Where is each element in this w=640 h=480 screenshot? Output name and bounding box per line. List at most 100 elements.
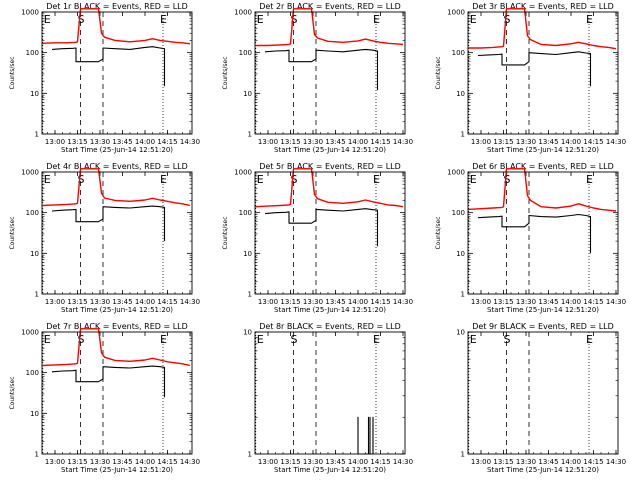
marker-label: S <box>504 13 511 26</box>
marker-label: S <box>291 13 298 26</box>
x-tick-label: 13:15 <box>280 458 300 466</box>
x-tick-label: 13:45 <box>538 298 558 306</box>
x-tick-label: 13:00 <box>471 138 491 146</box>
y-tick-label: 1 <box>248 131 252 139</box>
marker-label: E <box>373 333 380 346</box>
chart-title: Det 5r BLACK = Events, RED = LLD <box>259 162 401 171</box>
marker-label: E <box>586 333 593 346</box>
marker-label: S <box>504 173 511 186</box>
y-tick-label: 1000 <box>234 9 252 17</box>
marker-label: E <box>586 13 593 26</box>
y-tick-label: 1000 <box>21 9 39 17</box>
marker-label: E <box>257 333 264 346</box>
plot-frame <box>41 171 193 295</box>
x-tick-label: 14:15 <box>583 298 603 306</box>
x-tick-label: 14:30 <box>606 298 626 306</box>
y-tick-label: 1 <box>248 291 252 299</box>
marker-label: S <box>78 333 85 346</box>
x-tick-label: 14:30 <box>180 298 200 306</box>
x-tick-label: 14:15 <box>370 458 390 466</box>
events-series-line <box>357 416 374 455</box>
x-tick-label: 13:00 <box>258 138 278 146</box>
plot-frame <box>41 11 193 135</box>
marker-label: S <box>291 173 298 186</box>
x-tick-label: 13:45 <box>538 138 558 146</box>
marker-label: S <box>78 13 85 26</box>
x-tick-label: 14:30 <box>606 138 626 146</box>
chart-title: Det 4r BLACK = Events, RED = LLD <box>46 162 188 171</box>
y-axis-label: Counts/sec <box>222 56 229 89</box>
y-tick-label: 1 <box>35 131 39 139</box>
marker-label: E <box>160 173 167 186</box>
x-tick-label: 14:15 <box>583 138 603 146</box>
y-tick-label: 10 <box>30 90 39 98</box>
marker-label: E <box>160 333 167 346</box>
x-tick-label: 13:30 <box>303 298 323 306</box>
chart-panel-1: Det 1r BLACK = Events, RED = LLD 13:00 13:… <box>9 2 200 154</box>
x-tick-label: 13:45 <box>325 298 345 306</box>
y-tick-label: 10 <box>243 250 252 258</box>
marker-label: S <box>504 333 511 346</box>
chart-title: Det 1r BLACK = Events, RED = LLD <box>46 2 188 11</box>
y-tick-label: 10 <box>30 250 39 258</box>
y-tick-label: 1000 <box>234 169 252 177</box>
y-axis-label: Counts/sec <box>435 216 442 249</box>
x-tick-label: 14:30 <box>180 138 200 146</box>
chart-title: Det 8r BLACK = Events, RED = LLD <box>259 322 401 331</box>
marker-label: E <box>470 333 477 346</box>
y-axis-label: Counts/sec <box>9 376 16 409</box>
x-tick-label: 13:45 <box>112 458 132 466</box>
y-tick-label: 1 <box>248 451 252 459</box>
marker-label: E <box>470 13 477 26</box>
lld-series-line <box>255 8 404 47</box>
y-tick-label: 100 <box>452 49 465 57</box>
y-axis-label: Counts/sec <box>9 216 16 249</box>
x-tick-label: 13:45 <box>325 138 345 146</box>
x-tick-label: 14:30 <box>606 458 626 466</box>
y-tick-label: 1 <box>461 291 465 299</box>
events-series-line <box>477 51 592 87</box>
x-axis-label: Start Time (25-Jun-14 12:51:20) <box>61 146 173 154</box>
x-axis-label: Start Time (25-Jun-14 12:51:20) <box>61 306 173 314</box>
x-tick-label: 14:30 <box>393 298 413 306</box>
x-tick-label: 13:00 <box>471 458 491 466</box>
events-series-line <box>51 205 166 242</box>
x-tick-label: 14:00 <box>348 138 368 146</box>
marker-label: E <box>44 173 51 186</box>
x-tick-label: 13:45 <box>112 138 132 146</box>
x-tick-label: 13:30 <box>90 458 110 466</box>
x-tick-label: 14:30 <box>393 458 413 466</box>
x-tick-label: 14:30 <box>180 458 200 466</box>
x-tick-label: 13:15 <box>67 458 87 466</box>
marker-label: E <box>44 13 51 26</box>
x-tick-label: 13:45 <box>538 458 558 466</box>
x-tick-label: 14:15 <box>370 138 390 146</box>
x-tick-label: 14:00 <box>348 458 368 466</box>
x-axis-label: Start Time (25-Jun-14 12:51:20) <box>274 146 386 154</box>
x-tick-label: 14:15 <box>157 458 177 466</box>
x-axis-label: Start Time (25-Jun-14 12:51:20) <box>487 146 599 154</box>
plot-frame <box>467 171 619 295</box>
x-axis-label: Start Time (25-Jun-14 12:51:20) <box>274 306 386 314</box>
marker-label: E <box>257 13 264 26</box>
x-tick-label: 14:00 <box>561 298 581 306</box>
x-tick-label: 13:30 <box>516 138 536 146</box>
x-tick-label: 13:30 <box>303 458 323 466</box>
x-tick-label: 13:00 <box>45 138 65 146</box>
x-tick-label: 13:00 <box>258 458 278 466</box>
y-axis-label: Counts/sec <box>435 56 442 89</box>
x-tick-label: 14:00 <box>135 298 155 306</box>
x-axis-label: Start Time (25-Jun-14 12:51:20) <box>274 466 386 474</box>
marker-label: E <box>373 173 380 186</box>
y-tick-label: 1 <box>461 451 465 459</box>
y-tick-label: 1000 <box>447 169 465 177</box>
plot-frame <box>254 11 406 135</box>
y-tick-label: 1 <box>35 451 39 459</box>
y-tick-label: 10 <box>456 250 465 258</box>
x-tick-label: 13:30 <box>303 138 323 146</box>
